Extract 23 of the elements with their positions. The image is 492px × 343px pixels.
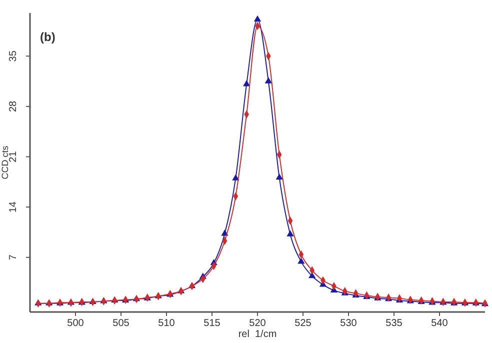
y-tick-label: 35 (8, 50, 19, 62)
x-tick-label: 535 (386, 318, 403, 330)
point (286, 230, 294, 236)
x-axis-title: rel 1/cm (238, 329, 277, 340)
x-tick-label: 515 (204, 318, 221, 330)
y-tick-label: 7 (8, 254, 19, 260)
point (298, 258, 305, 264)
point (254, 15, 262, 22)
point (276, 173, 283, 180)
y-axis-title: CCD cts (0, 145, 10, 180)
annotation: (b) (40, 30, 56, 44)
point (232, 174, 240, 180)
x-tick-label: 540 (431, 318, 448, 330)
x-tick-label: 510 (158, 318, 176, 330)
point (264, 77, 272, 84)
x-tick-label: 520 (249, 318, 266, 330)
x-tick-label: 500 (67, 318, 84, 330)
x-tick-label: 505 (112, 318, 130, 330)
y-tick-label: 21 (8, 150, 19, 162)
y-tick-label: 14 (8, 201, 19, 213)
x-tick-label: 530 (340, 318, 358, 330)
x-tick-label: 525 (294, 318, 312, 330)
y-tick-label: 28 (8, 100, 19, 112)
